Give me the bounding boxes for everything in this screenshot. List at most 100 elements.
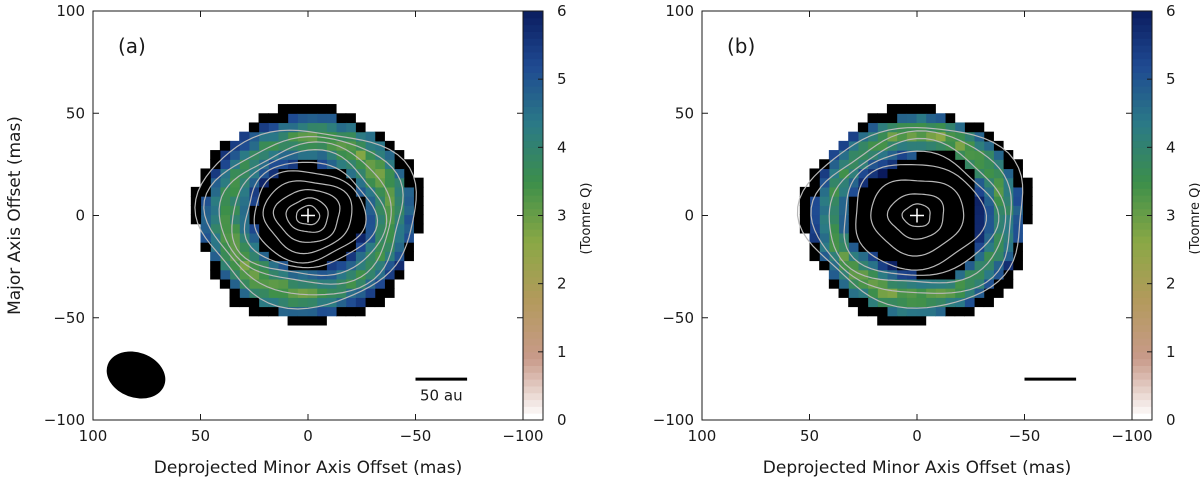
heatmap-cell [857, 288, 869, 298]
heatmap-cell [374, 288, 385, 298]
heatmap-cell [848, 159, 859, 170]
heatmap-cell [915, 223, 927, 234]
heatmap-cell [374, 177, 385, 188]
heatmap-cell [326, 150, 337, 160]
heatmap-cell [345, 232, 356, 243]
heatmap-cell [877, 260, 888, 271]
heatmap-cell [983, 186, 994, 197]
heatmap-cell [268, 131, 279, 142]
heatmap-cell [964, 196, 975, 206]
heatmap-cell [394, 168, 405, 179]
colorbar-step [523, 45, 543, 53]
heatmap-cell [915, 232, 927, 243]
heatmap-cell [828, 269, 840, 280]
heatmap-cell [287, 113, 298, 124]
heatmap-cell [819, 168, 830, 179]
colorbar-step [1132, 358, 1152, 366]
heatmap-cell [258, 288, 269, 298]
heatmap-cell [925, 205, 936, 216]
heatmap-cell [983, 168, 994, 179]
heatmap-cell [906, 288, 917, 298]
heatmap-cell [268, 150, 279, 160]
heatmap-cell [239, 196, 250, 206]
heatmap-cell [896, 223, 907, 234]
heatmap-cell [973, 223, 985, 234]
heatmap-cell [964, 205, 975, 216]
heatmap-cell [1012, 196, 1023, 206]
heatmap-cell [258, 159, 269, 170]
heatmap-cell [229, 297, 240, 308]
heatmap-cell [248, 205, 260, 216]
heatmap-cell [326, 288, 337, 298]
colorbar-step [523, 351, 543, 360]
colorbar-tick-label: 0 [1166, 411, 1176, 429]
heatmap-cell [403, 223, 414, 234]
heatmap-cell [983, 288, 994, 298]
panel-label: (a) [118, 34, 146, 58]
colorbar-step [1132, 79, 1152, 87]
contour-line [272, 188, 341, 243]
heatmap-cell [200, 186, 211, 197]
heatmap-cell [384, 288, 395, 298]
colorbar-step [1132, 283, 1152, 291]
heatmap-cell [287, 260, 298, 271]
colorbar-step [523, 31, 543, 39]
heatmap-cell [297, 297, 308, 308]
y-axis-label: Major Axis Offset (mas) [5, 116, 25, 315]
heatmap-cell [867, 140, 878, 151]
heatmap-cell [828, 186, 840, 197]
heatmap-cell [1003, 232, 1014, 243]
heatmap-cell [277, 269, 289, 280]
y-tick-label: 0 [75, 207, 85, 225]
heatmap-cell [287, 140, 298, 151]
colorbar-step [523, 365, 543, 373]
colorbar-step [523, 310, 543, 319]
heatmap-cell [809, 168, 820, 179]
heatmap-cell [268, 214, 279, 225]
heatmap-cell [896, 232, 907, 243]
x-tick-label: −50 [400, 427, 432, 445]
heatmap-cell [819, 232, 830, 243]
heatmap-cell [906, 278, 917, 289]
heatmap-cell [983, 297, 994, 308]
x-tick-label: 50 [800, 427, 819, 445]
heatmap-cell [935, 214, 946, 225]
colorbar-step [523, 358, 543, 366]
heatmap-cell [857, 131, 869, 142]
heatmap-cell [355, 306, 366, 317]
contour-line [810, 130, 1012, 294]
heatmap-cell [886, 196, 898, 206]
heatmap-cell [287, 104, 298, 114]
heatmap-cell [877, 205, 888, 216]
heatmap-cell [306, 214, 318, 225]
heatmap-cell [1003, 186, 1014, 197]
heatmap-cell [345, 122, 356, 133]
heatmap-cell [326, 168, 337, 179]
heatmap-cell [384, 232, 395, 243]
heatmap-cell [973, 242, 985, 252]
heatmap-cell [915, 113, 927, 124]
heatmap-cell [993, 232, 1004, 243]
heatmap-cell [848, 269, 859, 280]
heatmap-cell [944, 278, 956, 289]
x-axis-label: Deprojected Minor Axis Offset (mas) [763, 458, 1071, 478]
heatmap-cell [326, 196, 337, 206]
colorbar-step [1132, 317, 1152, 326]
heatmap-cell [258, 113, 269, 124]
heatmap-cell [374, 205, 385, 216]
colorbar-step [1132, 38, 1152, 46]
heatmap-cell [973, 140, 985, 151]
colorbar-step [1132, 51, 1152, 60]
heatmap-cell [413, 186, 424, 197]
heatmap-cell [857, 306, 869, 317]
heatmap-cell [838, 232, 849, 243]
heatmap-cell [886, 168, 898, 179]
heatmap-cell [210, 260, 221, 271]
heatmap-cell [964, 232, 975, 243]
heatmap-cell [954, 269, 965, 280]
heatmap-cell [819, 251, 830, 262]
heatmap-cell [403, 177, 414, 188]
heatmap-cell [239, 288, 250, 298]
heatmap-cell [964, 122, 975, 133]
